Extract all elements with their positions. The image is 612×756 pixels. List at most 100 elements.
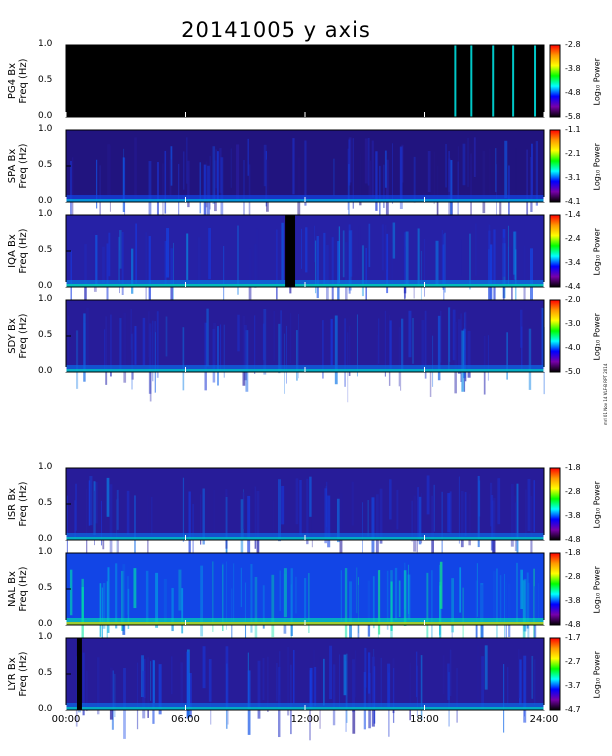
power-streak bbox=[468, 493, 471, 546]
colorbar-tick-label: -3.1 bbox=[565, 173, 581, 182]
power-streak bbox=[200, 565, 204, 637]
colorbar-nal bbox=[549, 552, 561, 626]
power-streak bbox=[496, 568, 498, 640]
power-streak bbox=[424, 238, 425, 297]
power-streak bbox=[515, 148, 517, 198]
power-streak bbox=[523, 655, 527, 723]
power-streak bbox=[102, 246, 105, 284]
power-streak bbox=[262, 323, 265, 361]
power-streak bbox=[134, 325, 137, 365]
power-streak bbox=[447, 493, 451, 533]
power-streak bbox=[254, 486, 257, 549]
power-streak bbox=[284, 333, 285, 394]
power-streak bbox=[416, 651, 418, 698]
power-streak bbox=[398, 580, 401, 618]
power-streak bbox=[107, 144, 111, 197]
power-streak bbox=[240, 499, 244, 553]
power-streak bbox=[409, 662, 411, 721]
power-streak bbox=[439, 561, 443, 609]
power-streak bbox=[70, 160, 72, 226]
power-streak bbox=[115, 248, 118, 288]
power-streak bbox=[96, 657, 100, 715]
power-streak bbox=[413, 232, 415, 299]
power-streak bbox=[399, 147, 403, 199]
colorbar-tick-label: -3.4 bbox=[565, 258, 581, 267]
data-gap bbox=[493, 45, 513, 117]
y-tick-label: 0.5 bbox=[38, 668, 53, 678]
power-streak bbox=[481, 656, 485, 711]
power-streak bbox=[401, 144, 404, 183]
power-streak bbox=[324, 488, 328, 544]
power-streak bbox=[375, 151, 378, 211]
panel-spa bbox=[65, 129, 561, 232]
power-streak bbox=[263, 144, 267, 187]
power-streak bbox=[376, 334, 379, 372]
power-streak bbox=[170, 656, 173, 695]
power-streak bbox=[304, 140, 307, 206]
power-streak bbox=[95, 234, 98, 286]
colorbar-tick-label: -4.7 bbox=[565, 705, 581, 714]
power-streak bbox=[202, 488, 205, 545]
power-streak bbox=[497, 478, 499, 524]
power-streak bbox=[399, 146, 403, 209]
power-streak bbox=[488, 224, 491, 264]
power-streak bbox=[327, 495, 331, 548]
colorbar-tick-label: -1.7 bbox=[565, 633, 581, 642]
power-streak bbox=[439, 564, 440, 636]
power-streak bbox=[439, 581, 442, 647]
power-streak bbox=[86, 307, 89, 367]
power-streak bbox=[222, 564, 224, 632]
power-streak bbox=[301, 228, 303, 269]
power-streak bbox=[476, 563, 478, 617]
power-streak bbox=[136, 662, 139, 730]
power-streak bbox=[197, 237, 201, 288]
power-streak bbox=[107, 567, 110, 633]
power-streak bbox=[222, 562, 224, 622]
power-streak bbox=[110, 314, 112, 377]
power-streak bbox=[109, 145, 111, 212]
power-streak bbox=[359, 153, 362, 206]
power-streak bbox=[308, 573, 310, 634]
y-axis-label: ISR Bx Freq (Hz) bbox=[7, 481, 29, 527]
power-streak bbox=[192, 503, 194, 560]
power-streak bbox=[86, 488, 88, 555]
power-streak bbox=[385, 159, 389, 218]
power-streak bbox=[323, 232, 326, 286]
power-streak bbox=[504, 140, 508, 199]
power-streak bbox=[490, 494, 494, 551]
colorbar-label: Log₁₀ Power bbox=[592, 228, 602, 276]
y-axis-label: SDY Bx Freq (Hz) bbox=[7, 313, 29, 359]
x-tick-label: 24:00 bbox=[529, 714, 559, 725]
data-gap bbox=[76, 638, 82, 710]
power-streak bbox=[513, 495, 517, 538]
power-streak bbox=[250, 564, 253, 633]
power-streak bbox=[131, 248, 134, 294]
power-streak bbox=[347, 148, 349, 210]
power-streak bbox=[448, 150, 450, 192]
power-streak bbox=[511, 246, 513, 306]
power-streak bbox=[124, 157, 126, 219]
power-streak bbox=[244, 582, 247, 650]
power-streak bbox=[418, 496, 422, 545]
power-streak bbox=[116, 489, 119, 530]
power-streak bbox=[212, 561, 214, 632]
power-streak bbox=[247, 670, 251, 735]
power-streak bbox=[345, 653, 348, 723]
power-streak bbox=[462, 328, 466, 379]
power-streak bbox=[181, 588, 184, 634]
power-streak bbox=[106, 581, 108, 649]
power-streak bbox=[507, 667, 509, 705]
power-streak bbox=[226, 561, 227, 630]
power-streak bbox=[343, 654, 347, 696]
y-tick-label: 0.0 bbox=[38, 619, 53, 629]
power-streak bbox=[449, 649, 452, 697]
power-streak bbox=[171, 587, 174, 632]
x-tick-label: 18:00 bbox=[410, 714, 439, 725]
power-streak bbox=[311, 500, 313, 548]
power-streak bbox=[461, 330, 465, 392]
colorbar-tick-label: -2.8 bbox=[565, 40, 581, 49]
colorbar-tick-label: -3.8 bbox=[565, 596, 581, 605]
power-streak bbox=[223, 324, 225, 378]
power-streak bbox=[521, 326, 523, 371]
power-streak bbox=[489, 244, 493, 300]
